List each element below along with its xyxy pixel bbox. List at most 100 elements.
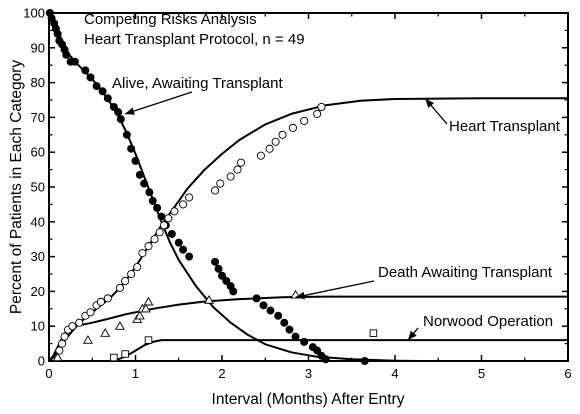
annotation-label-heart-transplant: Heart Transplant: [449, 118, 561, 135]
data-point-heart-transplant: [226, 172, 235, 181]
data-point-death-awaiting-transplant: [204, 294, 215, 304]
data-point-alive-awaiting-transplant: [252, 294, 261, 303]
x-tick-label: 2: [218, 366, 225, 381]
data-point-alive-awaiting-transplant: [300, 337, 309, 346]
data-point-death-awaiting-transplant: [134, 310, 145, 320]
data-point-alive-awaiting-transplant: [148, 196, 157, 205]
y-tick-label: 0: [38, 354, 45, 369]
data-point-heart-transplant: [138, 249, 147, 258]
data-point-death-awaiting-transplant: [100, 328, 111, 337]
data-point-alive-awaiting-transplant: [291, 332, 300, 341]
data-point-alive-awaiting-transplant: [285, 325, 294, 334]
data-point-heart-transplant: [288, 123, 297, 132]
data-point-alive-awaiting-transplant: [217, 271, 226, 280]
x-tick-label: 3: [305, 366, 312, 381]
curve-layer: [48, 12, 568, 362]
y-tick-label: 100: [23, 6, 45, 21]
annotation-label-alive-awaiting-transplant: Alive, Awaiting Transplant: [112, 75, 283, 92]
data-point-heart-transplant: [96, 297, 105, 306]
x-tick-label: 1: [132, 366, 139, 381]
x-tick-label: 0: [45, 366, 52, 381]
data-point-heart-transplant: [271, 137, 280, 146]
y-tick-label: 50: [31, 180, 45, 195]
data-point-alive-awaiting-transplant: [116, 115, 125, 124]
data-point-alive-awaiting-transplant: [185, 252, 194, 261]
data-point-norwood-operation: [110, 353, 118, 362]
data-point-alive-awaiting-transplant: [229, 287, 238, 296]
annotation-arrowhead-heart-transplant: [425, 98, 435, 108]
data-point-death-awaiting-transplant: [140, 303, 151, 313]
y-tick-label: 80: [31, 75, 45, 90]
annotation-label-norwood-operation: Norwood Operation: [423, 313, 553, 330]
data-point-alive-awaiting-transplant: [274, 311, 283, 320]
data-point-heart-transplant: [150, 235, 159, 244]
data-point-heart-transplant: [216, 179, 225, 188]
data-point-alive-awaiting-transplant: [127, 144, 136, 153]
data-point-heart-transplant: [317, 102, 326, 112]
data-point-heart-transplant: [115, 283, 124, 292]
data-point-heart-transplant: [60, 332, 69, 341]
data-point-alive-awaiting-transplant: [174, 238, 183, 247]
data-point-alive-awaiting-transplant: [109, 102, 118, 111]
data-point-heart-transplant: [155, 228, 164, 237]
data-point-alive-awaiting-transplant: [313, 346, 322, 355]
data-point-alive-awaiting-transplant: [103, 94, 112, 103]
data-point-heart-transplant: [103, 294, 112, 303]
data-point-heart-transplant: [68, 322, 77, 331]
x-tick-label: 6: [564, 366, 571, 381]
data-point-heart-transplant: [265, 144, 274, 153]
data-point-heart-transplant: [86, 308, 95, 317]
annotation-arrowhead-alive-awaiting-transplant: [125, 107, 135, 115]
data-point-heart-transplant: [127, 269, 136, 279]
annotation-arrowhead-norwood-operation: [407, 330, 417, 341]
x-tick-label: 4: [391, 366, 398, 381]
y-tick-label: 60: [31, 145, 45, 160]
data-point-alive-awaiting-transplant: [131, 156, 140, 165]
data-point-alive-awaiting-transplant: [259, 301, 268, 310]
plot-frame: [48, 12, 569, 362]
data-point-alive-awaiting-transplant: [167, 229, 176, 238]
data-point-norwood-operation: [369, 329, 378, 337]
annotation-layer: Alive, Awaiting Transplant Heart Transpla…: [112, 75, 561, 341]
data-point-heart-transplant: [133, 262, 142, 272]
data-point-alive-awaiting-transplant: [179, 245, 188, 254]
data-point-heart-transplant: [179, 200, 188, 209]
data-point-alive-awaiting-transplant: [114, 108, 123, 117]
x-tick-label: 5: [478, 366, 485, 381]
annotation-label-death-awaiting-transplant: Death Awaiting Transplant: [378, 264, 553, 281]
data-point-heart-transplant: [236, 158, 246, 167]
data-point-heart-transplant: [233, 165, 242, 174]
annotation-arrowhead-death-awaiting-transplant: [295, 291, 306, 300]
data-point-alive-awaiting-transplant: [157, 212, 166, 221]
y-axis-title: Percent of Patients in Each Category: [8, 60, 25, 314]
data-point-alive-awaiting-transplant: [122, 130, 131, 139]
data-point-alive-awaiting-transplant: [222, 276, 231, 285]
data-point-alive-awaiting-transplant: [214, 264, 223, 273]
data-point-alive-awaiting-transplant: [135, 170, 144, 179]
y-tick-label: 40: [31, 214, 45, 229]
data-point-alive-awaiting-transplant: [53, 29, 62, 38]
data-point-norwood-operation: [121, 350, 129, 358]
data-point-alive-awaiting-transplant: [360, 356, 369, 365]
chart-title: Competing Risks Analysis: [84, 11, 257, 28]
data-point-heart-transplant: [159, 221, 169, 230]
data-point-alive-awaiting-transplant: [266, 306, 275, 315]
annotation-arrow-alive-awaiting-transplant: [124, 91, 193, 115]
data-point-heart-transplant: [185, 193, 194, 202]
y-tick-label: 30: [31, 249, 45, 264]
data-point-alive-awaiting-transplant: [145, 188, 154, 197]
data-point-heart-transplant: [57, 339, 67, 348]
data-point-heart-transplant: [313, 109, 322, 118]
data-point-heart-transplant: [170, 207, 179, 216]
data-point-alive-awaiting-transplant: [86, 73, 95, 82]
data-point-heart-transplant: [121, 276, 130, 286]
chart-subtitle: Heart Transplant Protocol, n = 49: [84, 31, 305, 48]
data-point-heart-transplant: [164, 214, 173, 223]
annotation-arrow-death-awaiting-transplant: [295, 280, 375, 298]
series-curve-alive-awaiting-transplant: [48, 12, 421, 362]
data-point-death-awaiting-transplant: [82, 335, 93, 344]
data-point-alive-awaiting-transplant: [92, 82, 101, 91]
data-point-norwood-operation: [144, 336, 153, 344]
